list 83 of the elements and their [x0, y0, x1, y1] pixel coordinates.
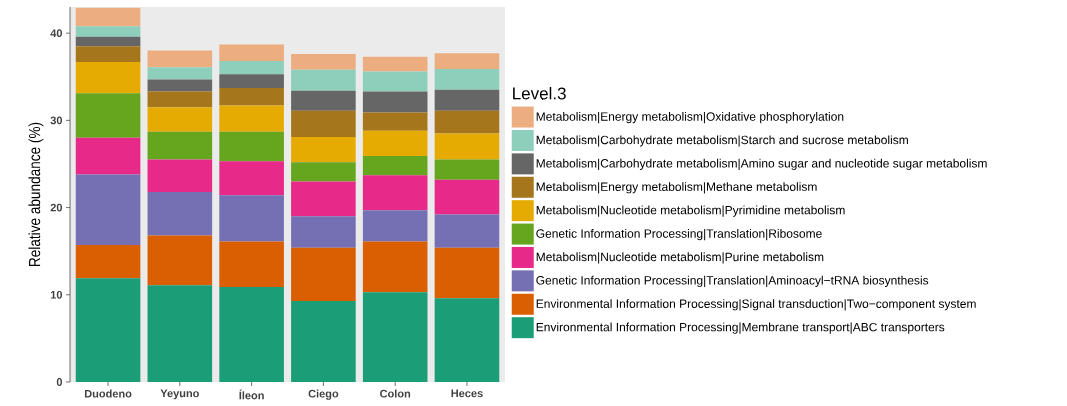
- bar: [75, 26, 141, 37]
- bar: [147, 107, 213, 132]
- legend-label: Metabolism|Carbohydrate metabolism|Starch and sucrose metabolism: [536, 135, 908, 147]
- bar: [75, 36, 141, 47]
- bar: [291, 90, 356, 111]
- y-tick-label: 20: [50, 203, 63, 212]
- bar: [434, 159, 500, 180]
- bar: [291, 69, 356, 91]
- y-axis-title: Relative abundance (%): [28, 122, 44, 266]
- bar: [362, 130, 428, 157]
- bar: [219, 74, 284, 89]
- bar: [291, 162, 356, 182]
- bar: [291, 247, 356, 301]
- bar: [219, 105, 284, 132]
- bar: [362, 156, 428, 176]
- bar: [362, 71, 428, 92]
- bar: [291, 54, 356, 70]
- bar: [219, 286, 284, 382]
- bar: [362, 210, 428, 242]
- x-tick-label: Yeyuno: [160, 389, 199, 400]
- legend-label: Environmental Information Processing|Signal transduction|Two−component system: [536, 299, 976, 311]
- bar: [362, 292, 428, 382]
- bar: [434, 214, 500, 248]
- bar: [291, 110, 356, 137]
- bar: [291, 136, 356, 163]
- bar: [147, 285, 213, 382]
- bar: [75, 7, 141, 27]
- legend-title: Level.3: [513, 87, 566, 100]
- bar: [219, 161, 284, 196]
- x-tick-label: Íleon: [239, 389, 264, 400]
- x-tick-label: Ciego: [308, 389, 339, 400]
- bar: [147, 67, 213, 80]
- bar: [75, 137, 141, 175]
- bar: [219, 241, 284, 287]
- legend-label: Metabolism|Nucleotide metabolism|Purine metabolism: [536, 252, 824, 264]
- bar: [75, 46, 141, 62]
- bar: [219, 44, 284, 62]
- bar: [219, 61, 284, 75]
- bar: [147, 91, 213, 108]
- legend-label: Environmental Information Processing|Membrane transport|ABC transporters: [536, 322, 945, 334]
- bar: [434, 110, 500, 134]
- bar: [75, 278, 141, 382]
- bar: [362, 91, 428, 113]
- bar: [362, 175, 428, 211]
- x-tick-label: Heces: [451, 389, 483, 398]
- bar: [291, 181, 356, 217]
- bar: [219, 131, 284, 162]
- bar: [434, 53, 500, 69]
- bar: [147, 131, 213, 160]
- bar: [147, 50, 213, 68]
- legend-label: Metabolism|Nucleotide metabolism|Pyrimidine metabolism: [536, 205, 845, 217]
- bar: [75, 245, 141, 279]
- bar: [362, 112, 428, 131]
- legend-label: Metabolism|Carbohydrate metabolism|Amino sugar and nucleotide sugar metabolism: [536, 158, 987, 171]
- bar: [219, 195, 284, 242]
- bar: [434, 68, 500, 90]
- y-tick-label: 10: [50, 290, 63, 299]
- bar: [219, 88, 284, 106]
- legend-label: Genetic Information Processing|Translation|Ribosome: [536, 228, 822, 241]
- bar: [147, 235, 213, 286]
- bar: [434, 298, 500, 382]
- legend-label: Metabolism|Energy metabolism|Oxidative phosphorylation: [536, 111, 844, 124]
- bar: [291, 300, 356, 382]
- bar: [362, 56, 428, 72]
- bar: [434, 89, 500, 111]
- y-tick-label: 40: [50, 29, 63, 38]
- bar: [147, 191, 213, 236]
- y-tick-label: 0: [56, 378, 63, 386]
- legend-label: Genetic Information Processing|Translation|Aminoacyl−tRNA biosynthesis: [536, 275, 929, 287]
- x-tick-label: Colon: [380, 389, 411, 398]
- bar: [147, 159, 213, 192]
- bar: [75, 61, 141, 94]
- bar: [75, 174, 141, 246]
- bar: [434, 133, 500, 160]
- bar: [434, 247, 500, 299]
- x-tick-label: Duodeno: [84, 389, 132, 398]
- legend-label: Metabolism|Energy metabolism|Methane metabolism: [536, 182, 817, 194]
- bar: [75, 93, 141, 138]
- bar: [434, 179, 500, 215]
- bar: [291, 216, 356, 248]
- bar: [147, 79, 213, 92]
- y-tick-label: 30: [50, 116, 63, 125]
- bar: [362, 241, 428, 293]
